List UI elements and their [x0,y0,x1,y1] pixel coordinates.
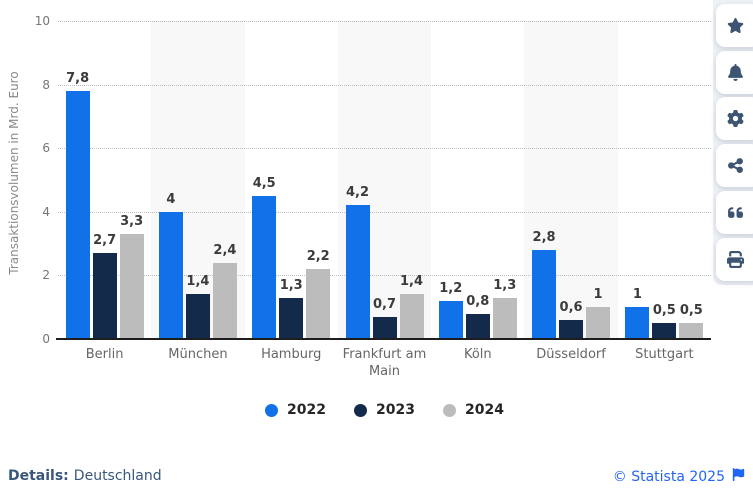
value-label: 1,2 [439,280,463,296]
value-label: 1 [593,287,603,303]
flag-icon [732,468,745,485]
bar-2022-stuttgart[interactable] [625,307,650,339]
y-tick-label: 0 [42,332,50,346]
value-label: 1,4 [186,274,210,290]
bar-2023-hamburg[interactable] [279,297,304,339]
statista-copyright-link[interactable]: © Statista 2025 [613,468,745,485]
value-label: 4 [166,191,176,207]
x-axis-line [56,338,711,340]
bar-2023-berlin[interactable] [92,253,117,339]
value-label: 2,4 [213,242,237,258]
value-label: 4,2 [345,185,370,201]
bar-2024-köln[interactable] [492,297,517,339]
value-label: 2,7 [93,233,117,249]
legend-label: 2024 [464,402,504,418]
printer-icon [727,250,744,268]
legend-item-2024: 2024 [442,402,504,418]
gridline [58,148,711,150]
value-label: 7,8 [66,70,90,86]
value-label: 4,5 [252,175,276,191]
star-icon [727,17,744,34]
y-tick-label: 2 [42,268,50,283]
bar-2024-hamburg[interactable] [306,269,331,339]
legend-item-2022: 2022 [265,402,326,418]
legend-dot-icon [442,403,456,417]
bar-2022-münchen[interactable] [158,211,183,339]
category-label-düsseldorf: Düsseldorf [536,347,606,362]
y-tick-label: 8 [42,77,50,92]
bar-2022-frankfurt-am-main[interactable] [345,205,370,339]
notifications-button[interactable] [716,50,753,94]
settings-button[interactable] [716,97,753,141]
share-icon [728,158,743,174]
bar-2023-köln[interactable] [465,313,490,339]
y-tick-label: 4 [42,204,50,219]
cite-button[interactable] [716,190,753,234]
print-button[interactable] [716,237,753,281]
category-label-köln: Köln [463,347,492,362]
value-label: 0,7 [372,296,397,312]
bar-2022-köln[interactable] [438,300,463,339]
value-label: 3,3 [120,214,144,230]
value-label: 1,3 [279,277,303,293]
bar-2024-frankfurt-am-main[interactable] [399,294,424,339]
bar-2022-berlin[interactable] [65,90,90,339]
value-label: 0,5 [679,303,703,319]
value-label: 0,6 [559,299,583,315]
bell-icon [728,63,743,81]
bar-2023-stuttgart[interactable] [652,323,677,339]
legend-label: 2022 [287,402,327,418]
details-label: Details: [8,468,69,484]
value-label: 1 [632,287,642,303]
bar-2022-hamburg[interactable] [252,195,277,339]
bar-2023-frankfurt-am-main[interactable] [372,316,397,339]
legend-dot-icon [354,403,368,417]
value-label: 0,8 [466,293,490,309]
legend-label: 2023 [376,402,415,418]
category-label-berlin: Berlin [85,347,124,362]
bar-2022-düsseldorf[interactable] [532,249,557,339]
flag-icon [732,468,745,481]
bar-2023-münchen[interactable] [185,294,210,339]
quote-icon [728,206,743,218]
toolbar-sidebar [713,0,753,285]
bar-2024-berlin[interactable] [119,234,144,339]
copyright-text: © Statista 2025 [612,468,725,485]
value-label: 1,3 [493,277,517,293]
details-text: Details: Deutschland [8,468,162,484]
value-label: 2,8 [532,229,556,245]
legend-item-2023: 2023 [354,402,415,418]
bar-2024-stuttgart[interactable] [679,323,704,339]
category-label-stuttgart: Stuttgart [635,347,694,362]
y-tick-label: 10 [34,14,50,28]
bar-2023-düsseldorf[interactable] [559,319,584,339]
category-label-hamburg: Hamburg [261,347,322,362]
gridline [58,21,711,22]
gear-icon [727,110,744,128]
gridline [58,275,711,277]
details-value: Deutschland [73,468,162,484]
value-label: 2,2 [306,249,330,265]
value-label: 0,5 [652,303,676,319]
legend-dot-icon [265,403,279,417]
category-label-münchen: München [168,347,228,362]
value-label: 1,4 [399,274,424,290]
gridline [58,211,711,213]
bar-2024-düsseldorf[interactable] [586,307,611,339]
share-button[interactable] [716,144,753,188]
category-label-frankfurt-am-main: Frankfurt am Main [342,347,427,379]
chart-legend: 2022 2023 2024 [58,397,711,423]
gridline [58,84,711,86]
y-tick-label: 6 [42,141,50,156]
favorite-button[interactable] [716,4,753,47]
bar-2024-münchen[interactable] [212,262,237,339]
